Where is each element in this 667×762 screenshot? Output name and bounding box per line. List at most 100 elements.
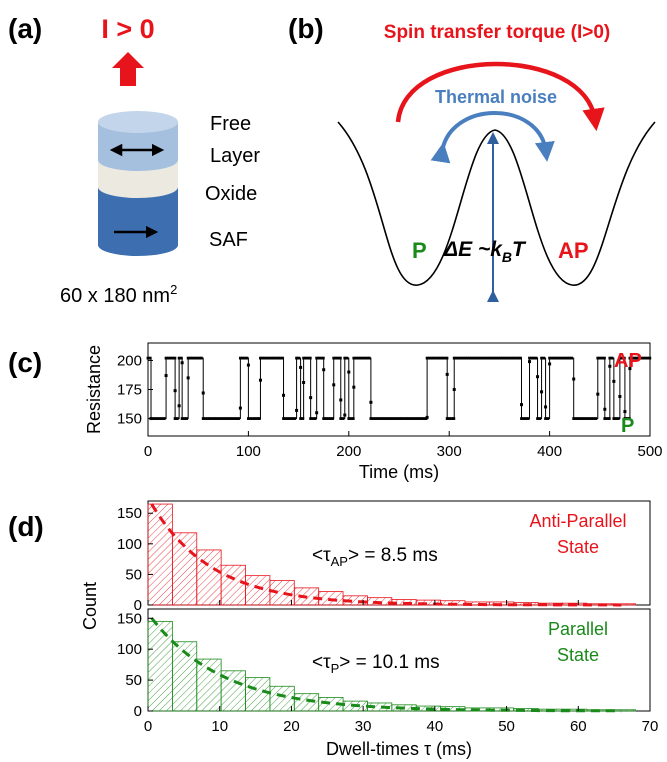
y-tick-label: 0 [134,597,142,614]
state-p-label: P [412,238,427,263]
data-point [380,417,384,420]
data-point [596,392,600,396]
data-point [191,356,194,360]
data-point [445,372,449,376]
data-point [534,356,538,360]
data-point [519,403,523,407]
data-point [600,356,604,360]
data-point [448,417,451,420]
data-point [481,356,485,360]
data-point [646,356,649,360]
data-point [349,417,353,420]
data-point [432,356,436,360]
data-point [341,417,345,420]
current-label: I > 0 [101,14,154,44]
data-point [356,356,360,360]
data-point [603,407,607,411]
data-point [572,417,576,420]
data-point [338,356,342,360]
data-point [548,356,551,360]
data-point [369,400,373,404]
data-point [228,417,232,420]
data-point [261,356,265,360]
data-point [179,356,183,360]
data-point [455,356,458,360]
data-point [592,417,595,420]
data-point [299,365,303,369]
mean-dwell-annotation: <τP> = 10.1 ms [312,652,440,676]
data-point [608,356,612,360]
data-point [536,417,539,420]
data-point [485,356,489,360]
thermal-noise-arrow-icon [430,111,555,164]
data-point [306,356,310,360]
data-point [430,356,433,360]
data-point [230,417,234,420]
data-point [623,417,627,420]
data-point [594,417,598,420]
histogram-bar [196,549,222,606]
data-point [576,417,580,420]
data-point [612,417,616,420]
data-point [413,417,417,420]
data-point [371,417,375,420]
data-point [156,417,160,420]
data-point [630,356,634,360]
data-point [326,417,330,420]
x-tick-label: 300 [437,443,462,460]
data-point [627,417,631,420]
data-point [210,417,214,420]
data-point [387,417,390,420]
data-point [282,393,286,397]
data-point [494,356,498,360]
data-point [557,356,560,360]
data-point [512,356,516,360]
energy-landscape [337,121,656,286]
data-point [477,356,480,360]
data-point [395,417,399,420]
data-point [472,356,476,360]
thermal-noise-label: Thermal noise [435,87,557,107]
data-point [324,417,328,420]
saf-label: SAF [209,229,248,251]
data-point [524,417,528,420]
x-tick-label: 20 [283,718,300,735]
data-point [223,417,227,420]
x-tick-label: 60 [570,718,587,735]
data-point [501,356,505,360]
data-point [409,417,413,420]
histogram-bar [245,677,271,712]
state-legend-line2: State [557,537,599,557]
data-point [234,417,238,420]
data-point [614,417,618,420]
data-point [382,417,386,420]
data-point [339,398,343,402]
data-point [445,417,449,420]
data-point [175,417,179,420]
data-point [278,356,282,360]
data-point [245,356,249,360]
data-point [603,356,606,360]
data-point [618,394,622,398]
data-point [443,356,447,360]
data-point [195,356,199,360]
data-point [367,356,371,360]
x-tick-label: 40 [427,718,444,735]
data-point [411,417,415,420]
data-point [352,385,356,389]
data-point [288,417,292,420]
data-point [186,356,190,360]
data-point [347,370,351,374]
data-point [182,417,186,420]
data-point [304,356,308,360]
data-point [301,417,305,420]
size-label: 60 x 180 nm2 [60,282,177,307]
state-legend-line1: Anti-Parallel [529,511,626,531]
data-point [146,356,150,360]
data-point [643,356,647,360]
data-point [164,356,168,360]
data-point [343,413,347,417]
dwell-ap-chart: 0 50 100 150 <τAP> = 8.5 ms Anti-Parallel Stat… [117,500,651,614]
x-tick-label: 500 [637,443,662,460]
